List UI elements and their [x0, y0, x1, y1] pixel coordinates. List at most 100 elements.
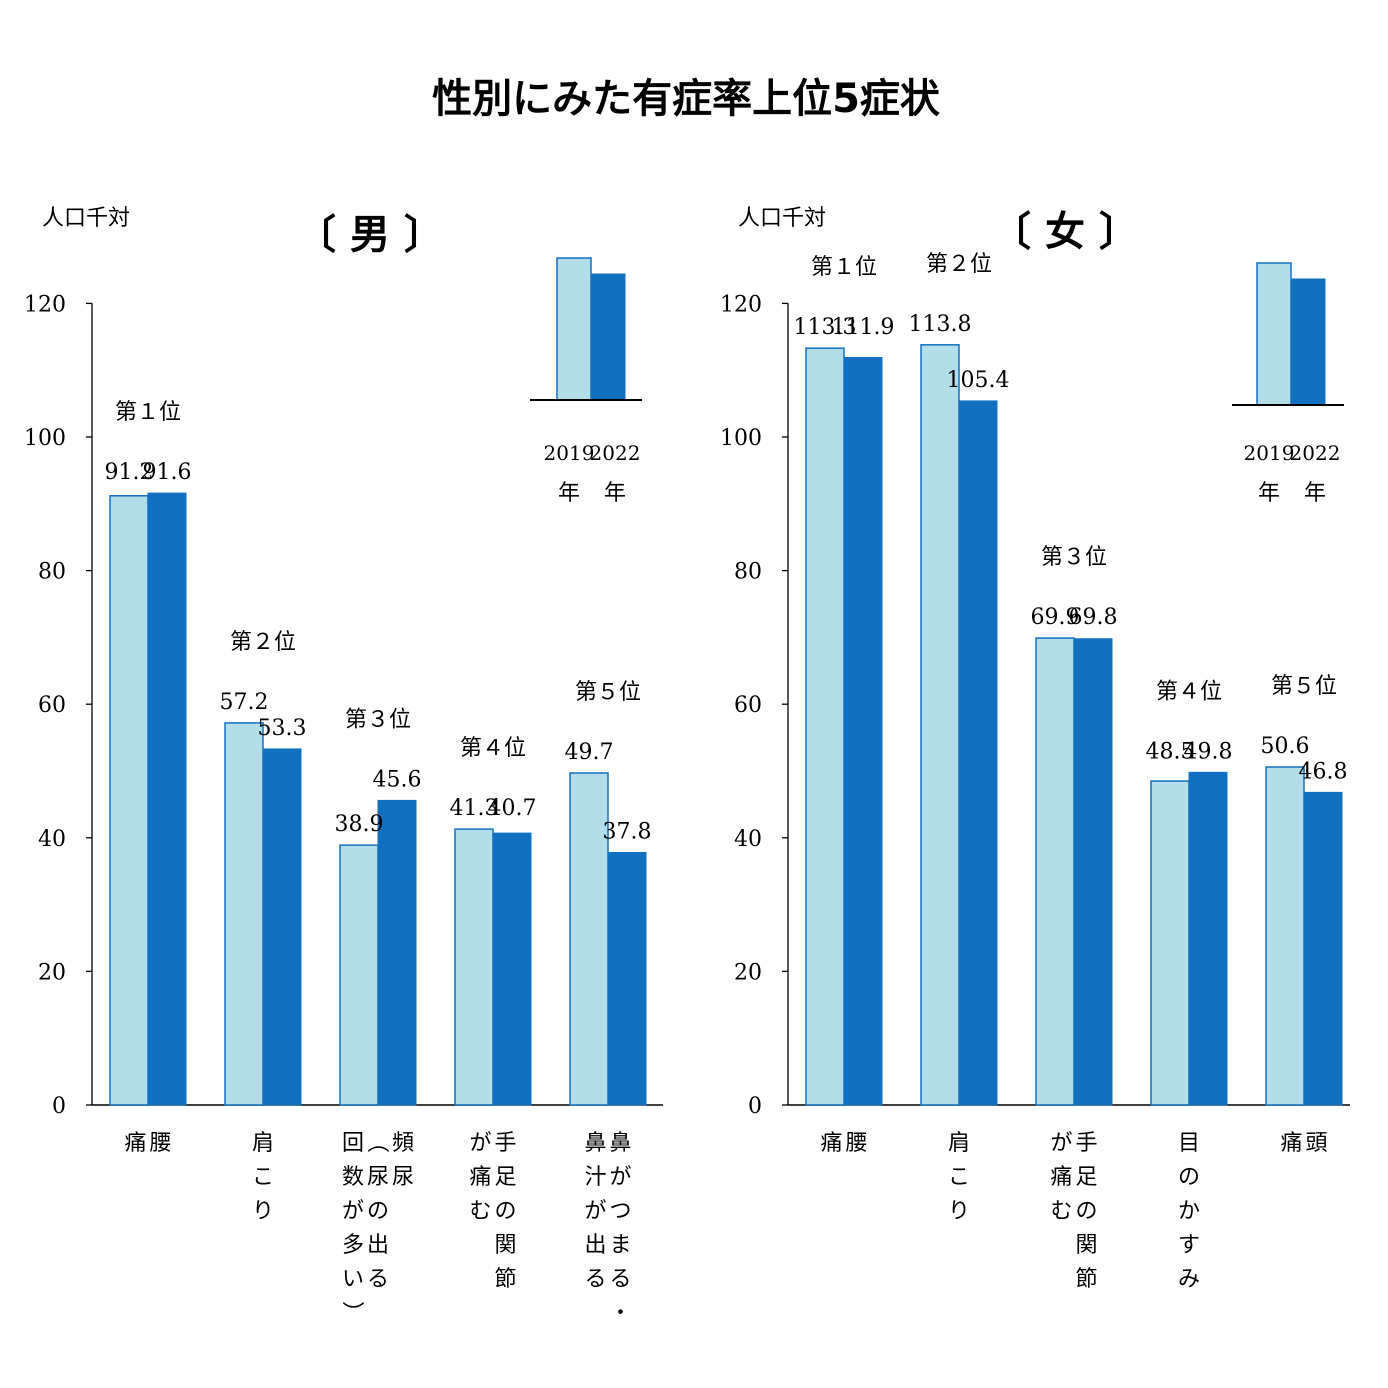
rank-label: 第４位 — [1156, 679, 1222, 704]
data-label-2019: 113.3 — [794, 315, 857, 340]
category-char: 足 — [494, 1165, 516, 1190]
category-char: か — [1178, 1199, 1200, 1224]
legend-swatch-2022 — [1290, 278, 1326, 406]
category-char: ） — [339, 1301, 364, 1323]
bar-2019 — [1265, 766, 1305, 1106]
category-char: 汁 — [584, 1165, 606, 1190]
data-label-2019: 91.2 — [105, 460, 154, 485]
data-label-2019: 38.9 — [335, 812, 384, 837]
y-tick-label: 20 — [734, 960, 762, 985]
bar-2022 — [377, 799, 417, 1106]
legend-year-suffix: 年 — [1258, 481, 1280, 506]
category-label: 腰痛 — [820, 1131, 867, 1156]
bar-2022 — [843, 357, 883, 1106]
legend: 2019 年 2022 年 — [530, 257, 642, 506]
rank-label: 第３位 — [1041, 545, 1107, 570]
bar-2022 — [1303, 791, 1343, 1106]
category-char: り — [948, 1199, 970, 1224]
category-char: 目 — [1178, 1131, 1200, 1156]
category-char: 痛 — [820, 1131, 842, 1156]
legend-year-2019: 2019 — [544, 441, 595, 465]
bar-2019 — [920, 344, 960, 1106]
category-char: 痛 — [124, 1131, 146, 1156]
rank-label: 第１位 — [115, 400, 181, 425]
bar-2019 — [1035, 637, 1075, 1106]
category-char: こ — [252, 1165, 274, 1190]
category-char: が — [342, 1199, 364, 1224]
category-char: 節 — [1075, 1267, 1097, 1292]
category-char: 関 — [494, 1233, 516, 1258]
category-char: む — [469, 1199, 491, 1224]
category-char: 鼻 — [609, 1131, 631, 1156]
panel-title: 〔 女 〕 — [991, 209, 1139, 255]
category-char: （ — [364, 1131, 389, 1153]
bar-2019 — [454, 828, 494, 1106]
legend-swatch-2022 — [590, 273, 626, 401]
y-tick-label: 80 — [38, 560, 66, 585]
rank-label: 第５位 — [575, 680, 641, 705]
category-char: 痛 — [469, 1165, 491, 1190]
y-tick-label: 100 — [720, 426, 762, 451]
data-label-2022: 91.6 — [143, 460, 192, 485]
y-tick-label: 120 — [24, 292, 66, 317]
rank-label: 第２位 — [230, 630, 296, 655]
category-char: 数 — [342, 1165, 364, 1190]
bar-2019 — [109, 495, 149, 1106]
category-char: こ — [948, 1165, 970, 1190]
category-char: 頭 — [1305, 1131, 1327, 1156]
rank-label: 第５位 — [1271, 674, 1337, 699]
legend-year-suffix: 年 — [558, 481, 580, 506]
data-label-2019: 49.7 — [565, 740, 614, 765]
legend: 2019 年 2022 年 — [1232, 262, 1344, 506]
data-label-2019: 69.9 — [1031, 605, 1080, 630]
data-label-2022: 46.8 — [1299, 759, 1348, 784]
category-char: 頻 — [392, 1131, 414, 1156]
category-char: い — [342, 1267, 364, 1292]
category-char: 多 — [342, 1233, 364, 1258]
category-char: 尿 — [392, 1165, 414, 1190]
y-tick-label: 0 — [748, 1094, 762, 1119]
rank-label: 第４位 — [460, 736, 526, 761]
bar-2019 — [339, 844, 379, 1106]
y-tick-label: 100 — [24, 426, 66, 451]
legend-year-2022: 2022 — [590, 441, 641, 465]
category-label: 腰痛 — [124, 1131, 171, 1156]
y-tick-label: 40 — [38, 827, 66, 852]
data-label-2019: 57.2 — [220, 690, 269, 715]
category-label: 肩こり — [948, 1131, 970, 1224]
bar-2022 — [262, 748, 302, 1106]
category-char: が — [584, 1199, 606, 1224]
bar-2022 — [1188, 771, 1228, 1106]
legend-swatch-2019 — [556, 257, 592, 401]
panel-title: 〔 男 〕 — [296, 212, 444, 258]
data-label-2022: 45.6 — [373, 767, 422, 792]
category-char: 回 — [342, 1131, 364, 1156]
category-char: る — [609, 1267, 631, 1292]
category-char: 手 — [494, 1131, 516, 1156]
data-label-2022: 49.8 — [1184, 739, 1233, 764]
bar-2022 — [958, 400, 998, 1106]
chart-title: 性別にみた有症率上位5症状 — [432, 76, 941, 122]
bar-2022 — [1073, 638, 1113, 1106]
category-char: が — [1050, 1131, 1072, 1156]
data-label-2019: 48.5 — [1146, 739, 1195, 764]
category-char: す — [1178, 1233, 1200, 1258]
category-char: ・ — [609, 1301, 631, 1326]
y-tick-label: 40 — [734, 827, 762, 852]
category-char: の — [1178, 1165, 1200, 1190]
category-char: り — [252, 1199, 274, 1224]
data-label-2019: 113.8 — [909, 312, 972, 337]
data-label-2022: 111.9 — [832, 315, 895, 340]
category-char: 腰 — [845, 1131, 867, 1156]
category-char: 尿 — [367, 1165, 389, 1190]
category-char: が — [469, 1131, 491, 1156]
bar-2022 — [607, 851, 647, 1106]
bar-2022 — [147, 492, 187, 1106]
category-char: の — [1075, 1199, 1097, 1224]
category-char: 痛 — [1280, 1131, 1302, 1156]
legend-year-suffix: 年 — [604, 481, 626, 506]
category-char: 関 — [1075, 1233, 1097, 1258]
